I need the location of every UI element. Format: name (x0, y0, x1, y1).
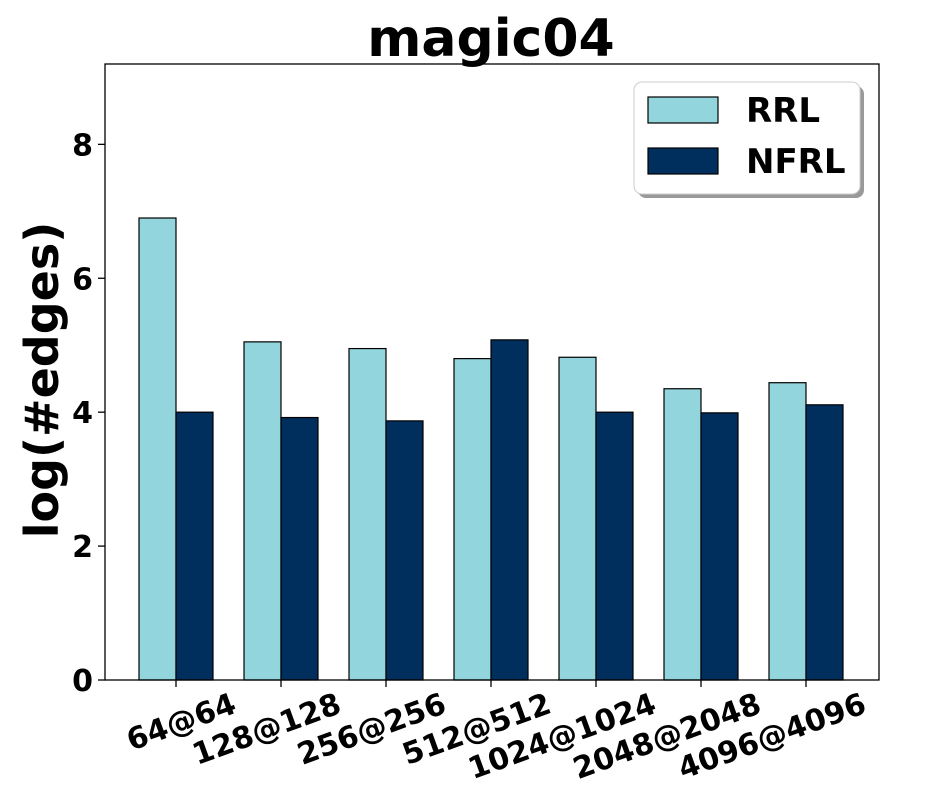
y-tick-label: 4 (72, 396, 93, 431)
y-tick-label: 6 (72, 262, 93, 297)
y-tick-label: 0 (72, 664, 93, 699)
bar-nfrl-256@256 (385, 420, 424, 681)
bar-rrl-1024@1024 (558, 356, 597, 681)
plot-area-frame (104, 63, 880, 681)
y-tick-label: 8 (72, 128, 93, 163)
bar-nfrl-512@512 (490, 339, 529, 681)
bar-rrl-4096@4096 (768, 382, 807, 681)
bar-rrl-256@256 (348, 347, 387, 681)
y-tick-label: 2 (72, 530, 93, 565)
y-axis-label: log(#edges) (15, 222, 69, 539)
bar-nfrl-4096@4096 (805, 404, 844, 681)
bar-nfrl-1024@1024 (595, 411, 634, 681)
chart-title: magic04 (367, 9, 615, 69)
bar-rrl-128@128 (243, 341, 282, 681)
legend-label-rrl: RRL (746, 91, 820, 131)
bar-nfrl-128@128 (280, 416, 319, 681)
legend-swatch-rrl (647, 96, 719, 124)
bar-rrl-2048@2048 (663, 388, 702, 681)
legend: RRL NFRL (633, 81, 864, 198)
bars-layer (138, 217, 844, 681)
x-axis: 64@64128@128256@256512@5121024@10242048@… (122, 680, 871, 787)
legend-label-nfrl: NFRL (746, 142, 846, 182)
bar-nfrl-64@64 (175, 411, 214, 681)
y-axis: 0 2 4 6 8 (72, 128, 105, 699)
legend-swatch-nfrl (647, 147, 719, 175)
bar-nfrl-2048@2048 (700, 412, 739, 681)
bar-rrl-64@64 (138, 217, 177, 681)
bar-rrl-512@512 (453, 358, 492, 681)
